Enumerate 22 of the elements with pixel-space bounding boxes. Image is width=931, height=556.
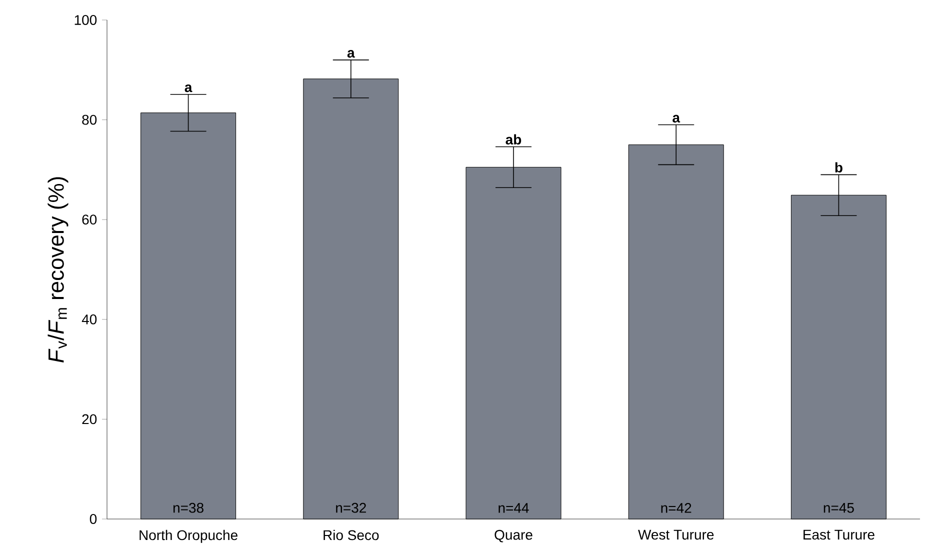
- annotation: b: [835, 162, 842, 172]
- y-tick-label: 20: [82, 414, 97, 424]
- annotation: n=32: [336, 502, 366, 513]
- y-tick-label: 0: [90, 514, 97, 524]
- annotation: n=45: [824, 503, 854, 513]
- x-tick-label: North Oropuche: [140, 530, 238, 543]
- annotation: a: [672, 114, 680, 123]
- annotation: n=44: [498, 503, 529, 513]
- annotation: n=42: [661, 503, 692, 513]
- x-tick-label: East Turure: [804, 530, 874, 540]
- annotation: n=38: [173, 502, 204, 513]
- x-tick-label: Quare: [494, 530, 532, 542]
- y-tick-label: 60: [82, 214, 97, 225]
- y-tick-label: 80: [82, 114, 97, 125]
- x-tick-label: West Turure: [638, 530, 714, 540]
- annotation: a: [347, 50, 355, 58]
- y-tick-label: 40: [82, 314, 97, 324]
- annotation: ab: [506, 134, 522, 145]
- y-axis-title: F$_{v}$/F$_{m}$ recovery (%): [48, 177, 68, 363]
- y-tick-label: 100: [74, 15, 97, 25]
- annotation: a: [184, 84, 192, 92]
- x-tick-label: Rio Seco: [324, 530, 379, 540]
